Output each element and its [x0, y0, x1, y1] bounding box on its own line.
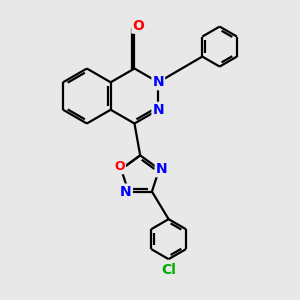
Text: N: N: [156, 162, 167, 176]
Text: N: N: [120, 184, 132, 199]
Text: O: O: [132, 19, 144, 33]
Text: N: N: [152, 75, 164, 89]
Text: Cl: Cl: [161, 262, 176, 277]
Text: O: O: [114, 160, 125, 173]
Text: N: N: [152, 103, 164, 117]
